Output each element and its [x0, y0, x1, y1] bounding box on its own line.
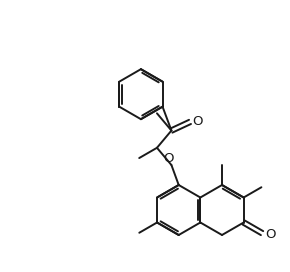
Text: O: O	[163, 152, 174, 165]
Text: O: O	[192, 115, 202, 128]
Text: O: O	[265, 228, 275, 241]
